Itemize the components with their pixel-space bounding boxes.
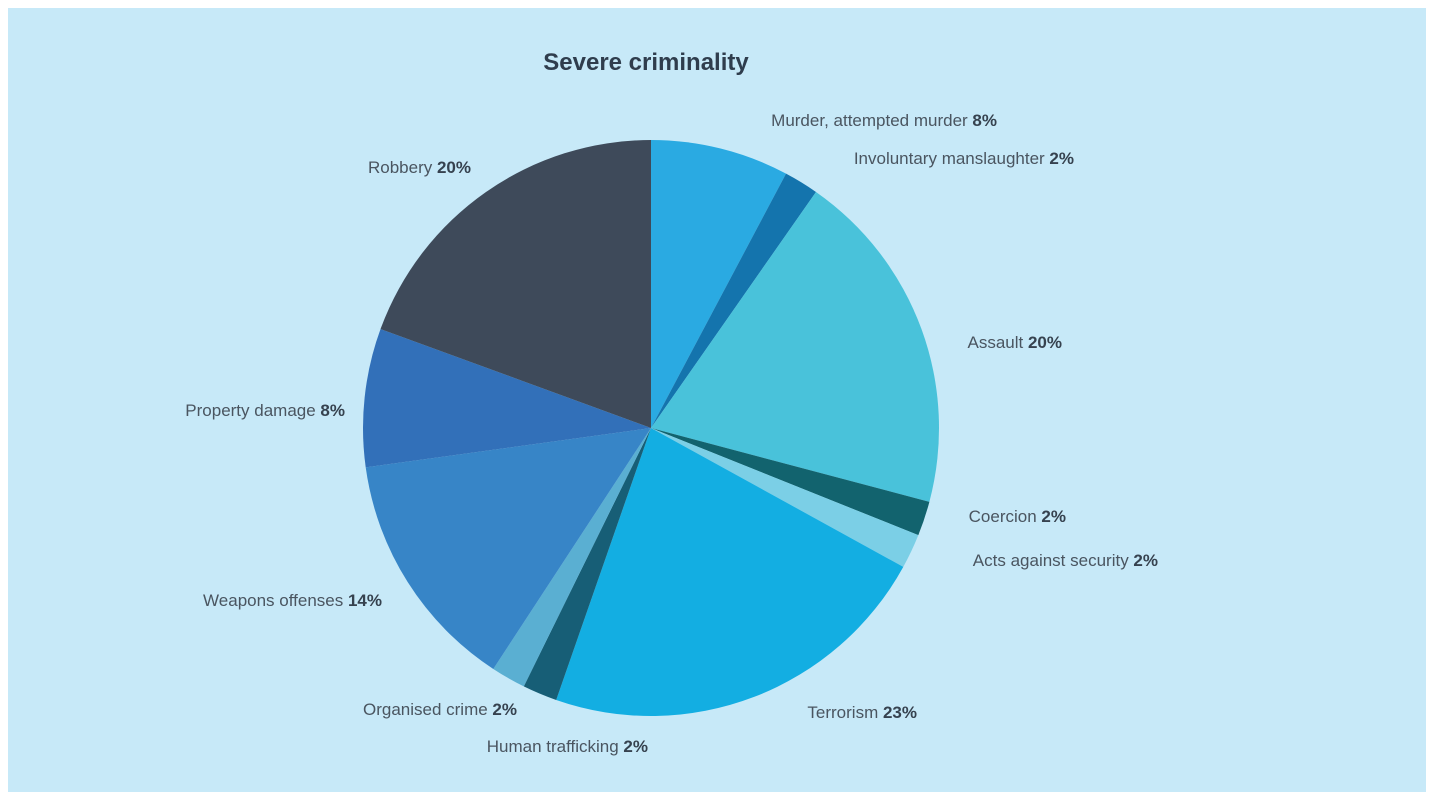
slice-label: Human trafficking 2% bbox=[487, 737, 648, 756]
slice-label: Property damage 8% bbox=[185, 401, 345, 420]
slice-label-percent: 2% bbox=[1049, 149, 1074, 168]
slice-label-percent: 2% bbox=[1133, 551, 1158, 570]
slice-label: Weapons offenses 14% bbox=[203, 591, 382, 610]
slice-label-name: Coercion bbox=[969, 507, 1042, 526]
slice-label-name: Assault bbox=[967, 333, 1027, 352]
slice-labels: Murder, attempted murder 8% Involuntary m… bbox=[185, 111, 1158, 756]
slice-label-percent: 23% bbox=[883, 703, 917, 722]
slice-label-name: Involuntary manslaughter bbox=[854, 149, 1050, 168]
slice-label: Assault 20% bbox=[967, 333, 1062, 352]
slice-label: Coercion 2% bbox=[969, 507, 1066, 526]
slice-label-name: Robbery bbox=[368, 158, 437, 177]
slice-label-name: Acts against security bbox=[973, 551, 1134, 570]
slice-label: Robbery 20% bbox=[368, 158, 471, 177]
pie-slice-organised-crime bbox=[493, 428, 651, 687]
pie-slice-assault bbox=[651, 191, 940, 502]
slice-label-name: Human trafficking bbox=[487, 737, 624, 756]
slice-label-percent: 2% bbox=[623, 737, 648, 756]
chart-title: Severe criminality bbox=[543, 49, 749, 76]
slice-label-name: Property damage bbox=[185, 401, 320, 420]
pie-slice-acts-against-security bbox=[651, 428, 919, 567]
slice-label-percent: 2% bbox=[1041, 507, 1066, 526]
slice-label-percent: 20% bbox=[1028, 333, 1062, 352]
pie-slices bbox=[363, 140, 940, 716]
slice-label: Murder, attempted murder 8% bbox=[771, 111, 997, 130]
slice-label: Organised crime 2% bbox=[363, 700, 517, 719]
slice-label: Terrorism 23% bbox=[807, 703, 917, 722]
slice-label-name: Terrorism bbox=[807, 703, 883, 722]
slice-label-name: Murder, attempted murder bbox=[771, 111, 972, 130]
pie-slice-human-trafficking bbox=[523, 428, 651, 700]
pie-slice-involuntary-manslaughter bbox=[651, 173, 816, 428]
pie-slice-coercion bbox=[651, 428, 930, 536]
slice-label: Acts against security 2% bbox=[973, 551, 1158, 570]
slice-label-name: Weapons offenses bbox=[203, 591, 348, 610]
slice-label-percent: 8% bbox=[972, 111, 997, 130]
pie-slice-terrorism bbox=[556, 428, 904, 716]
slice-label-percent: 2% bbox=[492, 700, 517, 719]
pie-slice-weapons-offenses bbox=[365, 428, 651, 669]
slice-label-percent: 20% bbox=[437, 158, 471, 177]
slice-label-percent: 14% bbox=[348, 591, 382, 610]
slice-label-percent: 8% bbox=[320, 401, 345, 420]
pie-slice-robbery bbox=[380, 140, 651, 428]
slice-label-name: Organised crime bbox=[363, 700, 492, 719]
pie-slice-murder-attempted-murder bbox=[651, 140, 787, 428]
pie-slice-property-damage bbox=[363, 329, 651, 468]
slice-label: Involuntary manslaughter 2% bbox=[854, 149, 1074, 168]
